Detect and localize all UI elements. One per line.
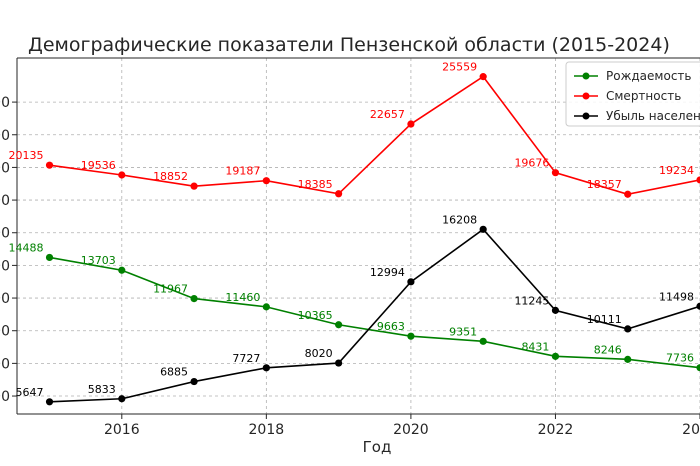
data-point xyxy=(335,190,343,198)
data-point xyxy=(190,182,198,190)
data-point xyxy=(118,266,126,274)
data-label: 16208 xyxy=(442,213,477,226)
data-label: 22657 xyxy=(370,108,405,121)
data-point xyxy=(479,73,487,81)
y-tick-label: 000 xyxy=(0,356,10,372)
data-point xyxy=(551,306,560,314)
chart-title: Демографические показатели Пензенской об… xyxy=(28,34,670,56)
data-label: 6885 xyxy=(160,366,188,379)
data-point xyxy=(118,395,126,403)
data-label: 11498 xyxy=(659,290,694,303)
series-line xyxy=(49,228,700,403)
data-point xyxy=(624,325,632,333)
y-tick-label: 000 xyxy=(0,389,10,405)
data-point xyxy=(262,364,270,372)
data-point xyxy=(335,359,343,367)
legend-swatch-marker xyxy=(582,72,590,80)
series-2: 5647 5833 6885 7727 8020 12994 16208 11245 10111… xyxy=(16,213,700,406)
data-label: 18852 xyxy=(153,170,188,183)
data-point xyxy=(696,176,700,184)
data-label: 18385 xyxy=(298,178,333,191)
y-tick-label: 000 xyxy=(0,291,10,307)
data-point xyxy=(407,332,415,340)
data-point xyxy=(45,161,54,169)
data-label: 5833 xyxy=(88,383,116,396)
data-label: 9663 xyxy=(377,320,405,333)
data-label: 7736 xyxy=(666,352,694,365)
data-label: 19536 xyxy=(81,159,116,172)
x-tick-label: 2020 xyxy=(393,422,429,438)
y-tick-label: 000 xyxy=(0,226,10,242)
data-point xyxy=(118,171,126,179)
legend-entry: Убыль населения xyxy=(606,109,700,123)
legend-box xyxy=(565,61,700,127)
data-point xyxy=(696,364,700,372)
data-label: 11245 xyxy=(514,294,549,307)
data-label: 8246 xyxy=(594,343,622,356)
series-0: 14488 13703 11967 11460 10365 9663 9351 8431 824… xyxy=(9,241,700,372)
x-tick-label: 2024 xyxy=(682,422,700,438)
legend-entry: Рождаемость xyxy=(606,69,691,83)
y-tick-label: 000 xyxy=(0,193,10,209)
legend: Рождаемость Смертность Убыль населения xyxy=(565,61,700,127)
data-point xyxy=(479,337,487,345)
data-point xyxy=(624,190,632,198)
data-label: 20135 xyxy=(9,149,44,162)
data-point xyxy=(262,303,270,311)
data-label: 5647 xyxy=(16,386,44,399)
data-point xyxy=(624,355,632,363)
y-tick-label: 000 xyxy=(0,160,10,176)
data-point xyxy=(190,377,198,386)
series-group: 14488 13703 11967 11460 10365 9663 9351 8431 824… xyxy=(9,61,700,406)
data-point xyxy=(335,321,343,329)
data-label: 11460 xyxy=(225,291,260,304)
data-label: 11967 xyxy=(153,283,188,296)
data-label: 12994 xyxy=(370,266,405,279)
data-label: 14488 xyxy=(9,241,44,254)
legend-entry: Смертность xyxy=(606,89,681,103)
y-tick-label: 000 xyxy=(0,95,10,111)
data-label: 10365 xyxy=(298,309,333,322)
y-tick-label: 000 xyxy=(0,258,10,274)
data-point xyxy=(45,398,54,406)
data-point xyxy=(551,352,560,360)
y-tick-label: 000 xyxy=(0,128,10,144)
data-label: 10111 xyxy=(587,313,622,326)
data-point xyxy=(479,225,487,233)
series-1: 20135 19536 18852 19187 18385 22657 25559 19676… xyxy=(9,61,700,198)
x-tick-label: 2018 xyxy=(249,422,285,438)
data-label: 8020 xyxy=(305,347,333,360)
data-label: 18357 xyxy=(587,178,622,191)
x-tick-label: 2022 xyxy=(538,422,574,438)
data-label: 8431 xyxy=(521,340,549,353)
data-label: 19676 xyxy=(514,157,549,170)
axes: 2016 2018 2020 2022 2024 000 000 000 000 000 000 00… xyxy=(0,57,700,438)
data-point xyxy=(407,120,415,128)
x-tick-label: 2016 xyxy=(104,422,140,438)
data-point xyxy=(407,278,415,286)
data-point xyxy=(262,177,270,185)
series-line xyxy=(49,75,700,196)
series-line xyxy=(49,256,700,369)
legend-swatch-marker xyxy=(582,112,590,120)
data-point xyxy=(190,294,198,303)
data-label: 25559 xyxy=(442,61,477,74)
data-point xyxy=(45,253,54,262)
data-point xyxy=(696,302,700,310)
data-label: 19234 xyxy=(659,164,694,177)
legend-swatch-marker xyxy=(582,92,590,100)
data-point xyxy=(551,169,560,177)
data-label: 9351 xyxy=(449,325,477,338)
data-label: 19187 xyxy=(225,165,260,178)
x-axis-label: Год xyxy=(363,438,392,456)
data-label: 13703 xyxy=(81,254,116,267)
y-tick-label: 000 xyxy=(0,324,10,340)
data-label: 7727 xyxy=(232,352,260,365)
